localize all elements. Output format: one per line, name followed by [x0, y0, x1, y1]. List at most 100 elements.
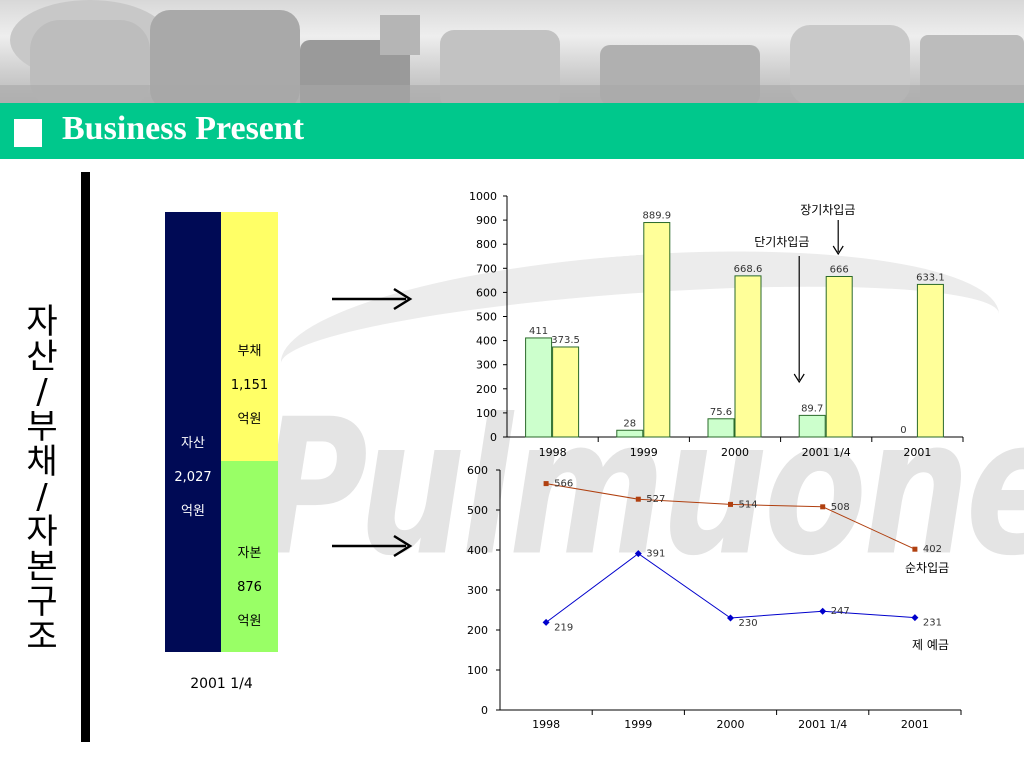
annotation-arrow-head [793, 373, 805, 384]
asset-label-name: 자산 [181, 436, 205, 451]
line-marker [820, 504, 826, 510]
line-marker [635, 496, 641, 502]
liability-block [221, 212, 278, 461]
watermark-logo: Pulmuone [258, 380, 1024, 598]
stack-date-label: 2001 1/4 [190, 676, 253, 692]
line-data-label: 508 [831, 502, 850, 513]
line-y-tick-label: 500 [467, 504, 488, 517]
bar-data-label: 75.6 [710, 407, 732, 418]
bar-y-tick-label: 900 [476, 214, 497, 227]
bar-x-tick-label: 2000 [721, 446, 749, 459]
line-marker [912, 546, 918, 552]
bar-x-tick-label: 2001 [903, 446, 931, 459]
bar-y-tick-label: 400 [476, 335, 497, 348]
bar-y-tick-label: 300 [476, 359, 497, 372]
liability-label: 부채 1,151 억원 [221, 326, 278, 445]
asset-label: 자산 2,027 억원 [165, 418, 221, 537]
side-title-char: 자 [26, 512, 58, 552]
annotation-arrow-head [832, 245, 844, 256]
bar [643, 222, 671, 438]
bar [734, 275, 762, 438]
bar-y-tick-label: 500 [476, 311, 497, 324]
bar-y-tick-label: 800 [476, 238, 497, 251]
line-series [545, 552, 915, 623]
bar-y-tick-label: 200 [476, 383, 497, 396]
bar-data-label: 411 [529, 326, 548, 337]
line-y-tick-label: 400 [467, 544, 488, 557]
equity-label: 자본 876 억원 [221, 528, 278, 647]
line-y-tick-label: 300 [467, 584, 488, 597]
side-title: 자 산 / 부 채 / 자 본 구 조 [22, 305, 62, 655]
line-y-tick-label: 200 [467, 624, 488, 637]
bar-data-label: 889.9 [642, 211, 671, 222]
bar-data-label: 668.6 [734, 264, 763, 275]
right-arrow-icon [332, 287, 413, 311]
bar [707, 418, 735, 438]
asset-block [165, 212, 221, 652]
bar-y-tick-label: 100 [476, 407, 497, 420]
line-x-tick-label: 1998 [532, 718, 560, 731]
line-marker [542, 618, 550, 626]
bar [525, 337, 553, 438]
bar-x-tick-label: 2001 1/4 [802, 446, 851, 459]
line-marker [634, 550, 642, 558]
line-data-label: 219 [554, 622, 573, 633]
line-y-tick-label: 100 [467, 664, 488, 677]
bar [916, 283, 944, 438]
bar [798, 414, 826, 438]
annotation-long-term-debt: 장기차입금 [800, 203, 855, 217]
line-data-label: 514 [739, 499, 758, 510]
bar-x-tick-label: 1999 [630, 446, 658, 459]
side-title-char: / [36, 477, 48, 517]
bar-data-label: 28 [623, 418, 636, 429]
bar-data-label: 373.5 [551, 335, 580, 346]
line-series [546, 483, 916, 550]
line-marker [727, 614, 734, 622]
bar-y-tick-label: 700 [476, 262, 497, 275]
bar-y-tick-label: 1000 [469, 190, 497, 203]
page-title: Business Present [62, 110, 305, 147]
side-title-char: 부 [26, 407, 58, 447]
side-title-char: 본 [26, 547, 58, 587]
bar [616, 429, 644, 438]
line-marker [819, 607, 827, 615]
liability-label-unit: 억원 [237, 412, 262, 427]
bar-data-label: 0 [900, 425, 906, 436]
line-x-tick-label: 1999 [624, 718, 652, 731]
line-data-label: 247 [831, 606, 850, 617]
line-data-label: 231 [923, 618, 942, 629]
title-bar [0, 103, 1024, 159]
series-label-deposits: 제 예금 [912, 638, 949, 652]
side-title-char: 구 [26, 582, 58, 622]
side-title-char: 자 [26, 302, 58, 342]
bar [552, 346, 580, 438]
bar-y-tick-label: 600 [476, 286, 497, 299]
line-marker [911, 614, 919, 622]
equity-label-value: 876 [237, 580, 262, 595]
line-data-label: 566 [554, 479, 573, 490]
line-x-tick-label: 2001 [901, 718, 929, 731]
bar-data-label: 666 [830, 264, 849, 275]
line-data-label: 230 [739, 618, 758, 629]
series-label-net-debt: 순차입금 [905, 561, 949, 575]
vertical-divider [81, 172, 90, 742]
asset-label-value: 2,027 [174, 470, 212, 485]
bar-data-label: 89.7 [801, 403, 823, 414]
line-marker [728, 501, 733, 507]
bar-x-tick-label: 1998 [539, 446, 567, 459]
side-title-char: / [36, 372, 48, 412]
line-y-tick-label: 0 [481, 704, 488, 717]
equity-label-name: 자본 [237, 546, 262, 561]
bar-y-tick-label: 0 [490, 431, 497, 444]
header-banner [0, 0, 1024, 103]
line-marker [543, 481, 549, 487]
liability-label-name: 부채 [237, 344, 262, 359]
line-x-tick-label: 2000 [717, 718, 745, 731]
bar [825, 275, 853, 438]
line-data-label: 527 [646, 494, 665, 505]
side-title-char: 산 [26, 337, 58, 377]
line-y-tick-label: 600 [467, 464, 488, 477]
annotation-short-term-debt: 단기차입금 [754, 235, 809, 249]
bar-data-label: 633.1 [916, 272, 945, 283]
